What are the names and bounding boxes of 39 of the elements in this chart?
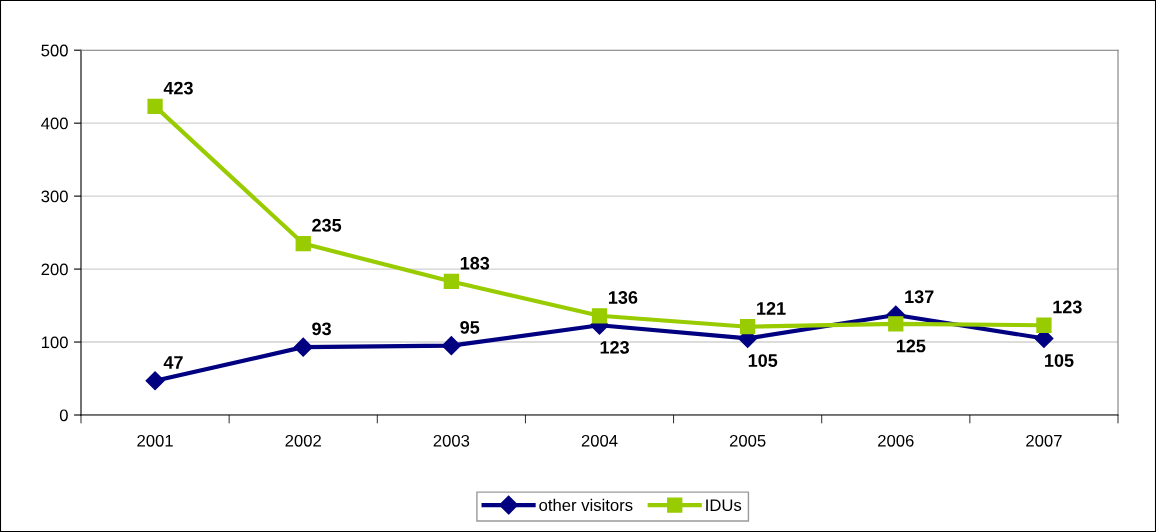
data-label: 125 bbox=[896, 339, 926, 353]
x-tick-label: 2004 bbox=[581, 434, 618, 447]
x-tick-label: 2001 bbox=[137, 434, 173, 447]
data-label: 136 bbox=[608, 291, 638, 304]
point bbox=[740, 319, 756, 335]
data-label: 123 bbox=[1053, 300, 1082, 314]
data-label: 235 bbox=[312, 218, 342, 232]
point bbox=[293, 337, 313, 357]
data-label: 121 bbox=[757, 302, 786, 315]
y-tick-label: 500 bbox=[41, 44, 68, 57]
x-tick-label: 2005 bbox=[729, 434, 766, 447]
x-tick-label: 2006 bbox=[878, 434, 914, 447]
legend-label: other visitors bbox=[539, 498, 633, 512]
data-label: 123 bbox=[600, 341, 629, 354]
point bbox=[1036, 317, 1052, 333]
data-label: 95 bbox=[460, 321, 480, 334]
y-tick-label: 400 bbox=[41, 117, 68, 130]
y-tick-label: 0 bbox=[59, 409, 68, 422]
point bbox=[147, 98, 163, 115]
y-tick-label: 200 bbox=[41, 263, 68, 276]
data-label: 47 bbox=[163, 356, 183, 369]
point bbox=[888, 316, 904, 332]
legend-label: IDUs bbox=[706, 499, 742, 512]
data-label: 423 bbox=[163, 81, 193, 95]
point bbox=[441, 336, 461, 356]
point bbox=[591, 308, 608, 324]
point bbox=[295, 235, 311, 252]
data-label: 93 bbox=[312, 322, 331, 336]
data-label: 137 bbox=[905, 290, 934, 304]
x-tick-label: 2003 bbox=[433, 434, 470, 447]
data-label: 105 bbox=[748, 354, 778, 367]
point bbox=[443, 273, 459, 290]
y-tick-label: 100 bbox=[41, 336, 68, 349]
point bbox=[145, 371, 165, 391]
x-tick-label: 2002 bbox=[285, 434, 321, 447]
data-label: 105 bbox=[1045, 354, 1074, 367]
x-tick-label: 2007 bbox=[1026, 434, 1062, 447]
y-tick-label: 300 bbox=[41, 190, 68, 203]
data-label: 183 bbox=[460, 256, 490, 270]
